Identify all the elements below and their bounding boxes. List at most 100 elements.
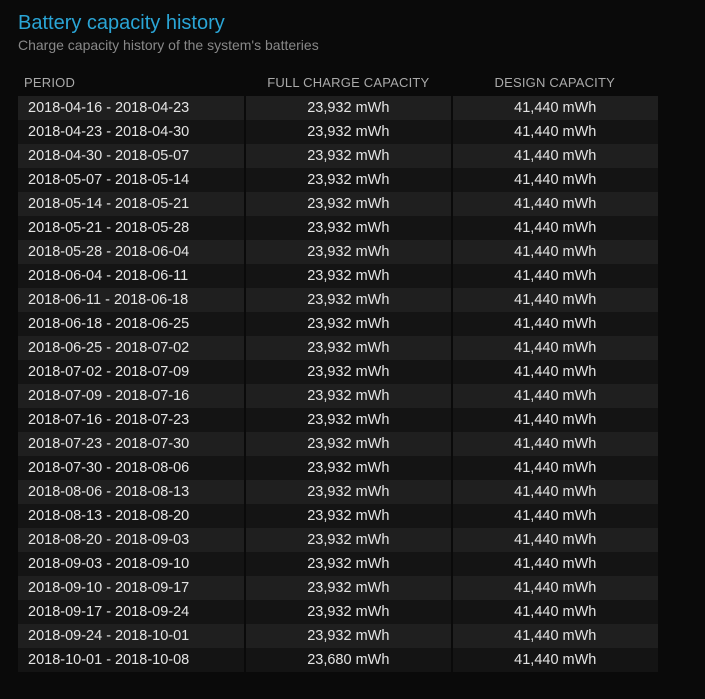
cell-period: 2018-06-11 - 2018-06-18 <box>18 288 245 312</box>
cell-design-capacity: 41,440 mWh <box>452 120 658 144</box>
section-subtitle: Charge capacity history of the system's … <box>18 37 687 53</box>
cell-full-charge: 23,932 mWh <box>245 192 451 216</box>
column-header-period: PERIOD <box>18 71 245 96</box>
table-row: 2018-07-23 - 2018-07-3023,932 mWh41,440 … <box>18 432 658 456</box>
cell-design-capacity: 41,440 mWh <box>452 336 658 360</box>
cell-period: 2018-08-20 - 2018-09-03 <box>18 528 245 552</box>
table-row: 2018-04-30 - 2018-05-0723,932 mWh41,440 … <box>18 144 658 168</box>
cell-full-charge: 23,932 mWh <box>245 120 451 144</box>
cell-design-capacity: 41,440 mWh <box>452 528 658 552</box>
cell-full-charge: 23,932 mWh <box>245 600 451 624</box>
cell-design-capacity: 41,440 mWh <box>452 624 658 648</box>
cell-full-charge: 23,932 mWh <box>245 624 451 648</box>
column-header-full-charge: FULL CHARGE CAPACITY <box>245 71 451 96</box>
cell-full-charge: 23,932 mWh <box>245 264 451 288</box>
cell-period: 2018-06-04 - 2018-06-11 <box>18 264 245 288</box>
cell-design-capacity: 41,440 mWh <box>452 504 658 528</box>
table-body: 2018-04-16 - 2018-04-2323,932 mWh41,440 … <box>18 96 658 672</box>
cell-period: 2018-09-24 - 2018-10-01 <box>18 624 245 648</box>
cell-full-charge: 23,932 mWh <box>245 336 451 360</box>
cell-period: 2018-05-07 - 2018-05-14 <box>18 168 245 192</box>
cell-design-capacity: 41,440 mWh <box>452 264 658 288</box>
section-title: Battery capacity history <box>18 12 687 35</box>
cell-design-capacity: 41,440 mWh <box>452 600 658 624</box>
cell-full-charge: 23,932 mWh <box>245 168 451 192</box>
cell-full-charge: 23,932 mWh <box>245 480 451 504</box>
cell-design-capacity: 41,440 mWh <box>452 480 658 504</box>
table-row: 2018-07-09 - 2018-07-1623,932 mWh41,440 … <box>18 384 658 408</box>
cell-period: 2018-08-13 - 2018-08-20 <box>18 504 245 528</box>
cell-period: 2018-09-03 - 2018-09-10 <box>18 552 245 576</box>
cell-design-capacity: 41,440 mWh <box>452 168 658 192</box>
cell-design-capacity: 41,440 mWh <box>452 456 658 480</box>
cell-period: 2018-09-17 - 2018-09-24 <box>18 600 245 624</box>
cell-full-charge: 23,932 mWh <box>245 216 451 240</box>
cell-period: 2018-07-30 - 2018-08-06 <box>18 456 245 480</box>
cell-design-capacity: 41,440 mWh <box>452 576 658 600</box>
cell-full-charge: 23,932 mWh <box>245 528 451 552</box>
cell-design-capacity: 41,440 mWh <box>452 312 658 336</box>
cell-period: 2018-05-14 - 2018-05-21 <box>18 192 245 216</box>
table-row: 2018-10-01 - 2018-10-0823,680 mWh41,440 … <box>18 648 658 672</box>
table-row: 2018-05-28 - 2018-06-0423,932 mWh41,440 … <box>18 240 658 264</box>
column-header-design: DESIGN CAPACITY <box>452 71 658 96</box>
cell-period: 2018-07-02 - 2018-07-09 <box>18 360 245 384</box>
cell-period: 2018-05-28 - 2018-06-04 <box>18 240 245 264</box>
table-row: 2018-06-18 - 2018-06-2523,932 mWh41,440 … <box>18 312 658 336</box>
cell-full-charge: 23,932 mWh <box>245 384 451 408</box>
cell-full-charge: 23,932 mWh <box>245 312 451 336</box>
cell-full-charge: 23,680 mWh <box>245 648 451 672</box>
table-row: 2018-04-16 - 2018-04-2323,932 mWh41,440 … <box>18 96 658 120</box>
table-row: 2018-09-17 - 2018-09-2423,932 mWh41,440 … <box>18 600 658 624</box>
cell-design-capacity: 41,440 mWh <box>452 192 658 216</box>
table-row: 2018-05-07 - 2018-05-1423,932 mWh41,440 … <box>18 168 658 192</box>
cell-period: 2018-04-23 - 2018-04-30 <box>18 120 245 144</box>
cell-period: 2018-04-16 - 2018-04-23 <box>18 96 245 120</box>
cell-design-capacity: 41,440 mWh <box>452 288 658 312</box>
cell-design-capacity: 41,440 mWh <box>452 648 658 672</box>
cell-period: 2018-07-16 - 2018-07-23 <box>18 408 245 432</box>
cell-design-capacity: 41,440 mWh <box>452 144 658 168</box>
cell-design-capacity: 41,440 mWh <box>452 216 658 240</box>
table-header-row: PERIOD FULL CHARGE CAPACITY DESIGN CAPAC… <box>18 71 658 96</box>
cell-design-capacity: 41,440 mWh <box>452 384 658 408</box>
table-row: 2018-09-10 - 2018-09-1723,932 mWh41,440 … <box>18 576 658 600</box>
table-row: 2018-09-24 - 2018-10-0123,932 mWh41,440 … <box>18 624 658 648</box>
table-row: 2018-04-23 - 2018-04-3023,932 mWh41,440 … <box>18 120 658 144</box>
table-row: 2018-07-02 - 2018-07-0923,932 mWh41,440 … <box>18 360 658 384</box>
cell-design-capacity: 41,440 mWh <box>452 432 658 456</box>
table-row: 2018-06-04 - 2018-06-1123,932 mWh41,440 … <box>18 264 658 288</box>
cell-period: 2018-06-18 - 2018-06-25 <box>18 312 245 336</box>
cell-full-charge: 23,932 mWh <box>245 96 451 120</box>
table-row: 2018-08-20 - 2018-09-0323,932 mWh41,440 … <box>18 528 658 552</box>
cell-full-charge: 23,932 mWh <box>245 504 451 528</box>
table-row: 2018-08-06 - 2018-08-1323,932 mWh41,440 … <box>18 480 658 504</box>
battery-history-table: PERIOD FULL CHARGE CAPACITY DESIGN CAPAC… <box>18 71 658 672</box>
cell-full-charge: 23,932 mWh <box>245 144 451 168</box>
cell-period: 2018-08-06 - 2018-08-13 <box>18 480 245 504</box>
table-row: 2018-05-21 - 2018-05-2823,932 mWh41,440 … <box>18 216 658 240</box>
cell-period: 2018-09-10 - 2018-09-17 <box>18 576 245 600</box>
cell-full-charge: 23,932 mWh <box>245 456 451 480</box>
table-row: 2018-09-03 - 2018-09-1023,932 mWh41,440 … <box>18 552 658 576</box>
cell-full-charge: 23,932 mWh <box>245 408 451 432</box>
cell-full-charge: 23,932 mWh <box>245 576 451 600</box>
cell-full-charge: 23,932 mWh <box>245 552 451 576</box>
cell-period: 2018-06-25 - 2018-07-02 <box>18 336 245 360</box>
cell-period: 2018-05-21 - 2018-05-28 <box>18 216 245 240</box>
cell-period: 2018-07-23 - 2018-07-30 <box>18 432 245 456</box>
table-row: 2018-07-16 - 2018-07-2323,932 mWh41,440 … <box>18 408 658 432</box>
cell-full-charge: 23,932 mWh <box>245 240 451 264</box>
cell-design-capacity: 41,440 mWh <box>452 360 658 384</box>
table-row: 2018-07-30 - 2018-08-0623,932 mWh41,440 … <box>18 456 658 480</box>
table-row: 2018-05-14 - 2018-05-2123,932 mWh41,440 … <box>18 192 658 216</box>
cell-design-capacity: 41,440 mWh <box>452 96 658 120</box>
cell-design-capacity: 41,440 mWh <box>452 552 658 576</box>
cell-period: 2018-04-30 - 2018-05-07 <box>18 144 245 168</box>
table-row: 2018-08-13 - 2018-08-2023,932 mWh41,440 … <box>18 504 658 528</box>
table-row: 2018-06-11 - 2018-06-1823,932 mWh41,440 … <box>18 288 658 312</box>
cell-period: 2018-10-01 - 2018-10-08 <box>18 648 245 672</box>
cell-full-charge: 23,932 mWh <box>245 432 451 456</box>
table-row: 2018-06-25 - 2018-07-0223,932 mWh41,440 … <box>18 336 658 360</box>
cell-full-charge: 23,932 mWh <box>245 288 451 312</box>
